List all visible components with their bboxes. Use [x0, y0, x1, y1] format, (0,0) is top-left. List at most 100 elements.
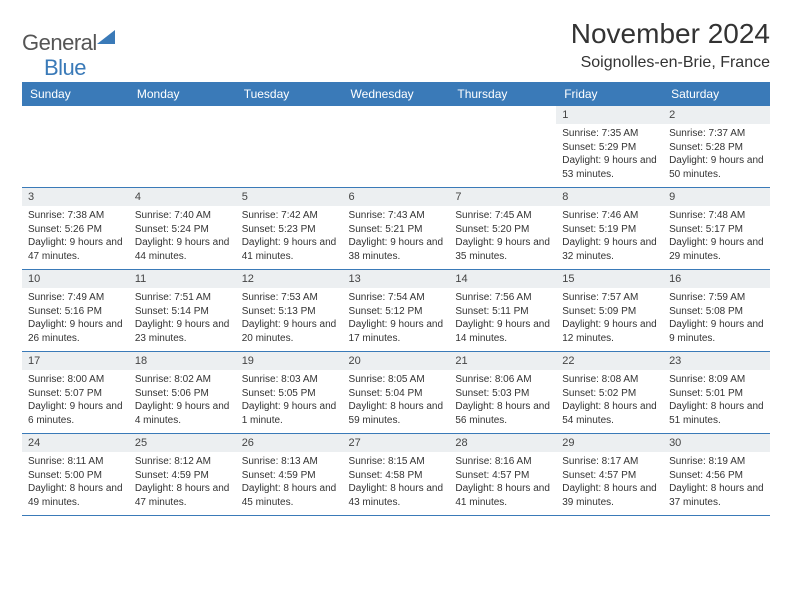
daylight-text: Daylight: 8 hours and 56 minutes.	[455, 400, 550, 427]
day-content: Sunrise: 7:54 AMSunset: 5:12 PMDaylight:…	[343, 288, 450, 351]
sunset-text: Sunset: 4:58 PM	[349, 469, 444, 483]
day-number: 4	[129, 188, 236, 206]
logo-text-gray: General	[22, 30, 97, 56]
weekday-header: Wednesday	[343, 82, 450, 106]
day-number: 26	[236, 434, 343, 452]
daylight-text: Daylight: 8 hours and 49 minutes.	[28, 482, 123, 509]
daylight-text: Daylight: 8 hours and 59 minutes.	[349, 400, 444, 427]
calendar-day-cell	[449, 106, 556, 188]
sunrise-text: Sunrise: 7:37 AM	[669, 127, 764, 141]
day-number: 23	[663, 352, 770, 370]
day-content: Sunrise: 8:12 AMSunset: 4:59 PMDaylight:…	[129, 452, 236, 515]
day-number: 19	[236, 352, 343, 370]
day-content: Sunrise: 8:13 AMSunset: 4:59 PMDaylight:…	[236, 452, 343, 515]
day-content: Sunrise: 7:51 AMSunset: 5:14 PMDaylight:…	[129, 288, 236, 351]
calendar-day-cell: 13Sunrise: 7:54 AMSunset: 5:12 PMDayligh…	[343, 270, 450, 352]
calendar-day-cell: 7Sunrise: 7:45 AMSunset: 5:20 PMDaylight…	[449, 188, 556, 270]
daylight-text: Daylight: 9 hours and 12 minutes.	[562, 318, 657, 345]
sunset-text: Sunset: 5:04 PM	[349, 387, 444, 401]
day-content: Sunrise: 8:06 AMSunset: 5:03 PMDaylight:…	[449, 370, 556, 433]
day-content: Sunrise: 7:48 AMSunset: 5:17 PMDaylight:…	[663, 206, 770, 269]
calendar-day-cell: 8Sunrise: 7:46 AMSunset: 5:19 PMDaylight…	[556, 188, 663, 270]
calendar-day-cell: 23Sunrise: 8:09 AMSunset: 5:01 PMDayligh…	[663, 352, 770, 434]
sunrise-text: Sunrise: 7:51 AM	[135, 291, 230, 305]
day-content: Sunrise: 7:37 AMSunset: 5:28 PMDaylight:…	[663, 124, 770, 187]
day-content: Sunrise: 8:19 AMSunset: 4:56 PMDaylight:…	[663, 452, 770, 515]
day-content: Sunrise: 8:00 AMSunset: 5:07 PMDaylight:…	[22, 370, 129, 433]
day-number: 10	[22, 270, 129, 288]
day-content: Sunrise: 7:43 AMSunset: 5:21 PMDaylight:…	[343, 206, 450, 269]
calendar-day-cell: 21Sunrise: 8:06 AMSunset: 5:03 PMDayligh…	[449, 352, 556, 434]
calendar-day-cell: 9Sunrise: 7:48 AMSunset: 5:17 PMDaylight…	[663, 188, 770, 270]
sunset-text: Sunset: 5:21 PM	[349, 223, 444, 237]
sunrise-text: Sunrise: 8:09 AM	[669, 373, 764, 387]
day-number	[343, 106, 450, 124]
day-content: Sunrise: 7:42 AMSunset: 5:23 PMDaylight:…	[236, 206, 343, 269]
daylight-text: Daylight: 9 hours and 4 minutes.	[135, 400, 230, 427]
day-content: Sunrise: 7:49 AMSunset: 5:16 PMDaylight:…	[22, 288, 129, 351]
sunrise-text: Sunrise: 7:42 AM	[242, 209, 337, 223]
daylight-text: Daylight: 9 hours and 50 minutes.	[669, 154, 764, 181]
calendar-day-cell: 29Sunrise: 8:17 AMSunset: 4:57 PMDayligh…	[556, 434, 663, 516]
weekday-header: Friday	[556, 82, 663, 106]
daylight-text: Daylight: 9 hours and 47 minutes.	[28, 236, 123, 263]
calendar-day-cell: 27Sunrise: 8:15 AMSunset: 4:58 PMDayligh…	[343, 434, 450, 516]
calendar-day-cell	[22, 106, 129, 188]
day-number	[449, 106, 556, 124]
daylight-text: Daylight: 8 hours and 45 minutes.	[242, 482, 337, 509]
sunrise-text: Sunrise: 8:00 AM	[28, 373, 123, 387]
calendar-day-cell: 1Sunrise: 7:35 AMSunset: 5:29 PMDaylight…	[556, 106, 663, 188]
day-content: Sunrise: 8:16 AMSunset: 4:57 PMDaylight:…	[449, 452, 556, 515]
sunrise-text: Sunrise: 8:06 AM	[455, 373, 550, 387]
day-number: 22	[556, 352, 663, 370]
daylight-text: Daylight: 9 hours and 38 minutes.	[349, 236, 444, 263]
sunrise-text: Sunrise: 7:54 AM	[349, 291, 444, 305]
calendar-week-row: 3Sunrise: 7:38 AMSunset: 5:26 PMDaylight…	[22, 188, 770, 270]
sunrise-text: Sunrise: 7:35 AM	[562, 127, 657, 141]
day-content: Sunrise: 8:09 AMSunset: 5:01 PMDaylight:…	[663, 370, 770, 433]
day-number: 8	[556, 188, 663, 206]
sunset-text: Sunset: 5:13 PM	[242, 305, 337, 319]
day-number: 2	[663, 106, 770, 124]
daylight-text: Daylight: 8 hours and 37 minutes.	[669, 482, 764, 509]
daylight-text: Daylight: 8 hours and 51 minutes.	[669, 400, 764, 427]
weekday-header: Tuesday	[236, 82, 343, 106]
calendar-day-cell: 30Sunrise: 8:19 AMSunset: 4:56 PMDayligh…	[663, 434, 770, 516]
calendar-day-cell	[129, 106, 236, 188]
calendar-day-cell: 16Sunrise: 7:59 AMSunset: 5:08 PMDayligh…	[663, 270, 770, 352]
day-number: 14	[449, 270, 556, 288]
sunrise-text: Sunrise: 8:08 AM	[562, 373, 657, 387]
calendar-day-cell: 22Sunrise: 8:08 AMSunset: 5:02 PMDayligh…	[556, 352, 663, 434]
day-number: 7	[449, 188, 556, 206]
sunrise-text: Sunrise: 7:49 AM	[28, 291, 123, 305]
daylight-text: Daylight: 9 hours and 9 minutes.	[669, 318, 764, 345]
day-content	[129, 124, 236, 174]
sunrise-text: Sunrise: 7:46 AM	[562, 209, 657, 223]
day-number: 11	[129, 270, 236, 288]
day-content	[343, 124, 450, 174]
calendar-day-cell	[343, 106, 450, 188]
day-number: 27	[343, 434, 450, 452]
sunset-text: Sunset: 4:56 PM	[669, 469, 764, 483]
logo: General	[22, 18, 117, 56]
sunrise-text: Sunrise: 7:43 AM	[349, 209, 444, 223]
calendar-day-cell: 28Sunrise: 8:16 AMSunset: 4:57 PMDayligh…	[449, 434, 556, 516]
day-number: 17	[22, 352, 129, 370]
calendar-day-cell: 6Sunrise: 7:43 AMSunset: 5:21 PMDaylight…	[343, 188, 450, 270]
day-content: Sunrise: 8:03 AMSunset: 5:05 PMDaylight:…	[236, 370, 343, 433]
day-content: Sunrise: 7:59 AMSunset: 5:08 PMDaylight:…	[663, 288, 770, 351]
sunset-text: Sunset: 4:59 PM	[135, 469, 230, 483]
calendar-day-cell: 15Sunrise: 7:57 AMSunset: 5:09 PMDayligh…	[556, 270, 663, 352]
day-content	[236, 124, 343, 174]
daylight-text: Daylight: 9 hours and 44 minutes.	[135, 236, 230, 263]
day-number: 15	[556, 270, 663, 288]
calendar-day-cell: 14Sunrise: 7:56 AMSunset: 5:11 PMDayligh…	[449, 270, 556, 352]
calendar-day-cell: 2Sunrise: 7:37 AMSunset: 5:28 PMDaylight…	[663, 106, 770, 188]
calendar-day-cell: 17Sunrise: 8:00 AMSunset: 5:07 PMDayligh…	[22, 352, 129, 434]
day-content: Sunrise: 7:53 AMSunset: 5:13 PMDaylight:…	[236, 288, 343, 351]
daylight-text: Daylight: 9 hours and 20 minutes.	[242, 318, 337, 345]
day-number: 25	[129, 434, 236, 452]
day-content: Sunrise: 7:40 AMSunset: 5:24 PMDaylight:…	[129, 206, 236, 269]
sunset-text: Sunset: 5:16 PM	[28, 305, 123, 319]
day-content: Sunrise: 7:45 AMSunset: 5:20 PMDaylight:…	[449, 206, 556, 269]
